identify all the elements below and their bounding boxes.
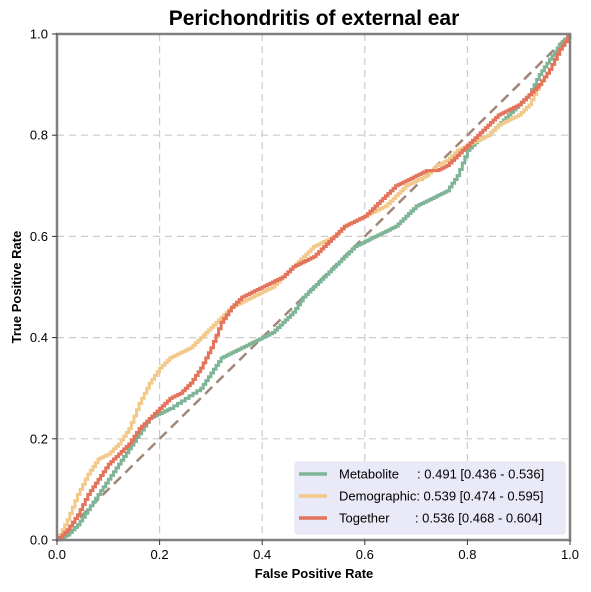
x-axis-label: False Positive Rate xyxy=(255,566,374,581)
x-tick-label: 0.8 xyxy=(458,547,476,562)
grid xyxy=(57,34,570,540)
series-line-together xyxy=(57,34,572,542)
x-tick-label: 1.0 xyxy=(561,547,579,562)
y-tick-label: 0.4 xyxy=(30,330,48,345)
legend-label-metabolite: Metabolite : 0.491 [0.436 - 0.536] xyxy=(339,467,544,482)
y-tick-label: 1.0 xyxy=(30,27,48,42)
chart-title: Perichondritis of external ear xyxy=(169,7,460,30)
y-axis-label: True Positive Rate xyxy=(9,231,24,344)
y-tick-label: 0.8 xyxy=(30,128,48,143)
y-tick-label: 0.0 xyxy=(30,533,48,548)
legend-label-demographic: Demographic: 0.539 [0.474 - 0.595] xyxy=(339,489,544,504)
legend: Metabolite : 0.491 [0.436 - 0.536] Demogr… xyxy=(294,461,566,535)
series-layer xyxy=(57,34,572,542)
series-line-demographic xyxy=(57,34,572,542)
x-ticks: 0.0 0.2 0.4 0.6 0.8 1.0 xyxy=(48,540,579,562)
x-tick-label: 0.6 xyxy=(356,547,374,562)
x-tick-label: 0.2 xyxy=(151,547,169,562)
legend-label-together: Together : 0.536 [0.468 - 0.604] xyxy=(339,511,542,526)
x-tick-label: 0.0 xyxy=(48,547,66,562)
y-tick-label: 0.6 xyxy=(30,229,48,244)
y-tick-label: 0.2 xyxy=(30,431,48,446)
legend-box xyxy=(294,461,566,535)
plot-frame xyxy=(55,32,572,542)
y-ticks: 0.0 0.2 0.4 0.6 0.8 1.0 xyxy=(30,27,57,548)
x-tick-label: 0.4 xyxy=(253,547,271,562)
